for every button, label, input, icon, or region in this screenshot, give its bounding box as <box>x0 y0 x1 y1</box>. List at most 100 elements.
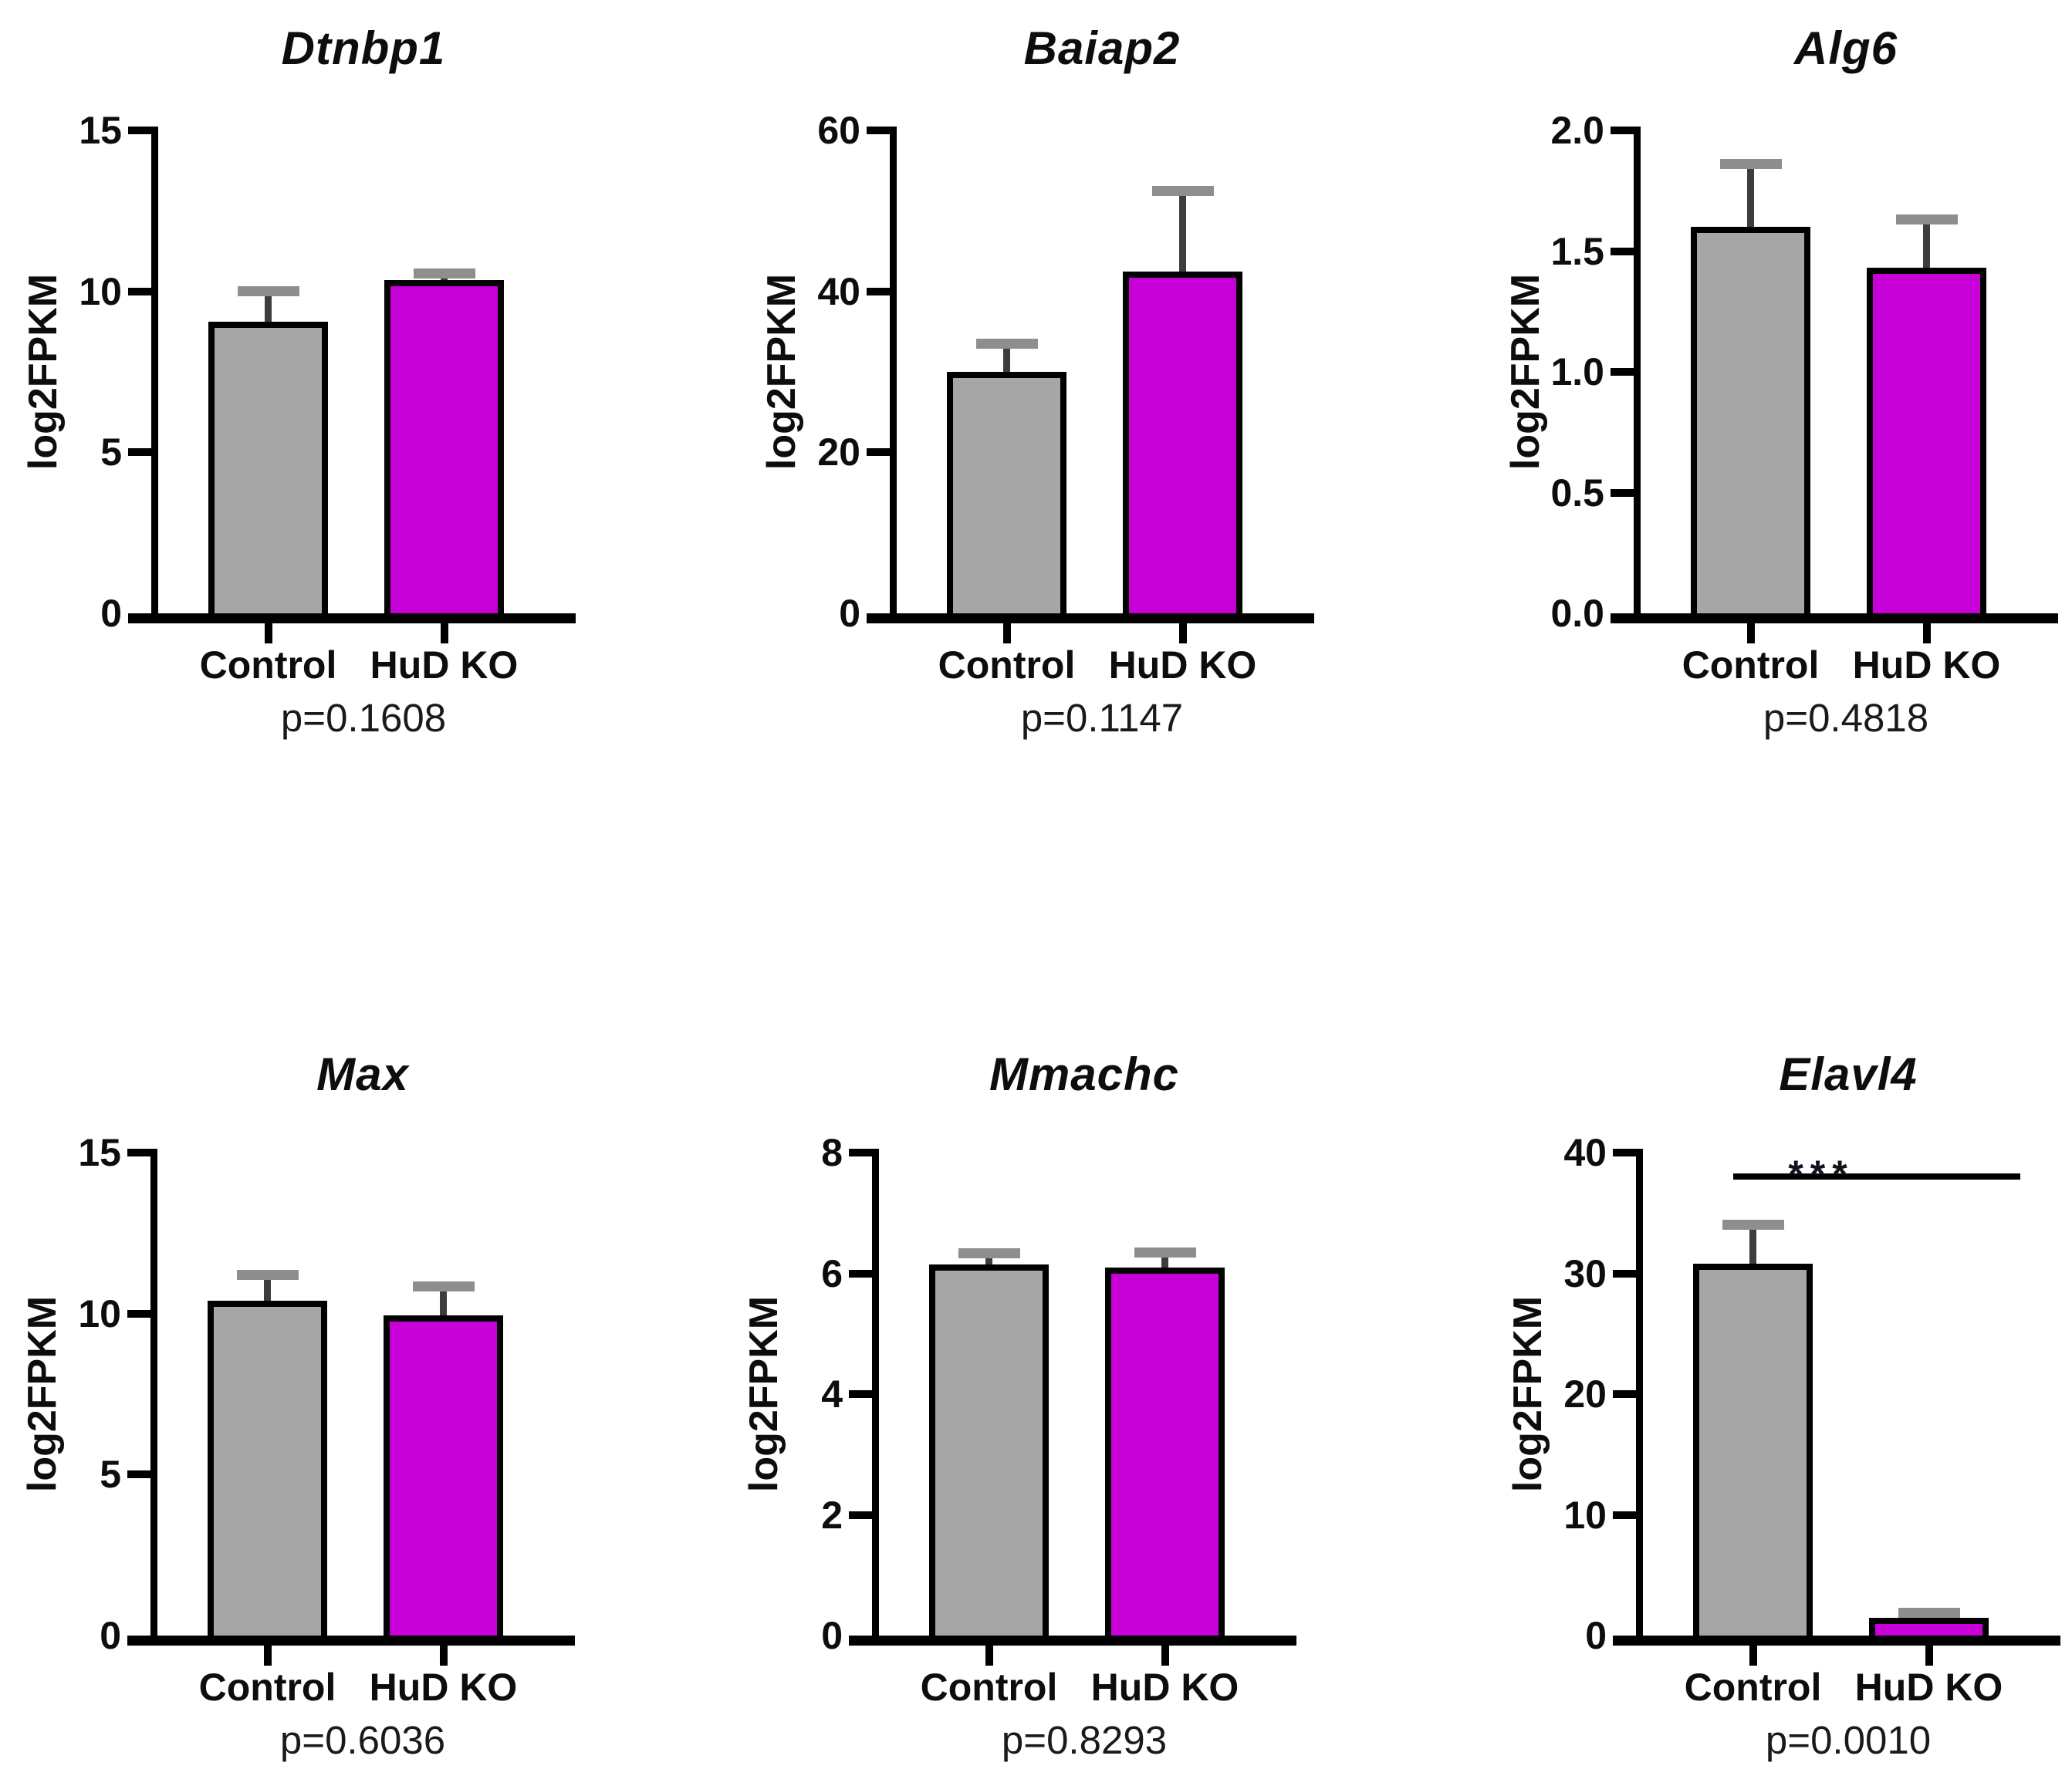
error-bar-whisker <box>985 1253 992 1272</box>
y-tick-label: 10 <box>1563 1493 1607 1537</box>
x-tick-mark <box>439 1646 448 1666</box>
category-label-hud-ko: HuD KO <box>1852 643 2001 687</box>
y-tick-label: 40 <box>817 269 860 313</box>
y-tick-mark <box>1613 1269 1636 1278</box>
error-bar-whisker <box>264 1275 271 1308</box>
x-tick-mark <box>1922 623 1931 643</box>
error-bar-whisker <box>440 1286 447 1323</box>
error-bar-cap <box>413 268 475 279</box>
y-tick-label: 0 <box>821 1614 843 1657</box>
y-tick-mark <box>127 1470 150 1479</box>
category-label-hud-ko: HuD KO <box>1854 1666 2003 1709</box>
error-bar-cap <box>1134 1247 1196 1258</box>
y-tick-mark <box>1611 368 1634 376</box>
y-tick-label: 20 <box>1563 1372 1607 1416</box>
p-value-label: p=0.8293 <box>1001 1718 1168 1762</box>
x-tick-mark <box>1925 1646 1933 1666</box>
category-label-hud-ko: HuD KO <box>1090 1666 1239 1709</box>
y-tick-mark <box>867 448 890 457</box>
bar-control <box>1693 1263 1813 1642</box>
category-label-hud-ko: HuD KO <box>1108 643 1257 687</box>
y-tick-mark <box>1611 127 1634 134</box>
x-axis <box>127 1636 575 1646</box>
category-label-control: Control <box>1684 1666 1822 1709</box>
x-tick-mark <box>1746 623 1755 643</box>
y-tick-label: 4 <box>821 1372 843 1416</box>
y-tick-label: 0 <box>1585 1614 1607 1657</box>
chart-title: Max <box>316 1048 409 1100</box>
y-tick-mark <box>128 448 151 457</box>
y-tick-mark <box>127 1149 150 1156</box>
error-bar-whisker <box>265 291 272 330</box>
p-value-label: p=0.4818 <box>1763 696 1929 740</box>
chart-title: Elavl4 <box>1779 1048 1918 1100</box>
y-tick-label: 2.0 <box>1550 109 1604 152</box>
y-tick-label: 20 <box>817 430 860 474</box>
x-tick-mark <box>1002 623 1011 643</box>
y-tick-label: 60 <box>817 109 860 152</box>
y-tick-mark <box>849 1269 872 1278</box>
category-label-hud-ko: HuD KO <box>370 643 519 687</box>
chart-title: Mmachc <box>989 1048 1180 1100</box>
y-tick-label: 1.5 <box>1550 229 1604 273</box>
y-tick-label: 10 <box>78 1291 121 1335</box>
y-tick-mark <box>849 1149 872 1156</box>
p-value-label: p=0.1608 <box>280 696 447 740</box>
x-tick-mark <box>985 1646 993 1666</box>
bar-hud-ko <box>384 1315 503 1642</box>
chart-title: Dtnbp1 <box>281 22 446 74</box>
y-tick-label: 15 <box>79 109 122 152</box>
x-tick-mark <box>440 623 448 643</box>
y-tick-label: 0 <box>100 1614 121 1657</box>
y-tick-mark <box>128 127 151 134</box>
y-tick-label: 6 <box>821 1251 843 1295</box>
bar-control <box>947 372 1066 620</box>
y-tick-mark <box>128 287 151 295</box>
y-tick-label: 0.0 <box>1550 592 1604 635</box>
error-bar-whisker <box>1003 343 1010 380</box>
p-value-label: p=0.6036 <box>279 1718 446 1762</box>
y-tick-mark <box>849 1390 872 1398</box>
error-bar-whisker <box>1923 219 1930 276</box>
error-bar-cap <box>1151 185 1214 196</box>
y-tick-mark <box>1611 488 1634 497</box>
y-tick-label: 10 <box>79 269 122 313</box>
bar-control <box>1691 227 1810 620</box>
significance-line <box>1733 1173 2020 1180</box>
category-label-control: Control <box>198 1666 336 1709</box>
p-value-label: p=0.1147 <box>1020 696 1184 740</box>
y-tick-mark <box>1613 1390 1636 1398</box>
y-tick-mark <box>867 127 890 134</box>
error-bar-cap <box>975 338 1038 349</box>
error-bar-whisker <box>1749 1224 1756 1271</box>
error-bar-cap <box>237 286 299 297</box>
y-tick-label: 5 <box>100 430 122 474</box>
bar-hud-ko <box>1869 1617 1989 1642</box>
category-label-hud-ko: HuD KO <box>369 1666 518 1709</box>
y-tick-mark <box>1613 1149 1636 1156</box>
x-tick-mark <box>1178 623 1187 643</box>
y-tick-label: 0 <box>839 592 860 635</box>
category-label-control: Control <box>938 643 1076 687</box>
bar-hud-ko <box>384 280 504 620</box>
bar-hud-ko <box>1123 271 1242 620</box>
y-axis <box>150 1149 157 1646</box>
error-bar-whisker <box>1747 164 1754 235</box>
category-label-control: Control <box>1682 643 1820 687</box>
y-tick-mark <box>867 287 890 295</box>
y-tick-mark <box>849 1511 872 1519</box>
bar-control <box>929 1264 1049 1642</box>
significance-asterisks: *** <box>1788 1153 1854 1197</box>
x-tick-mark <box>1161 1646 1169 1666</box>
x-axis <box>1611 613 2058 623</box>
error-bar-whisker <box>1161 1252 1168 1275</box>
y-tick-label: 15 <box>78 1131 121 1174</box>
x-tick-mark <box>263 1646 272 1666</box>
error-bar-whisker <box>1179 191 1186 279</box>
error-bar-cap <box>1898 1607 1960 1618</box>
x-tick-mark <box>1749 1646 1757 1666</box>
y-axis <box>1636 1149 1643 1646</box>
category-label-control: Control <box>199 643 337 687</box>
y-axis <box>151 127 158 623</box>
